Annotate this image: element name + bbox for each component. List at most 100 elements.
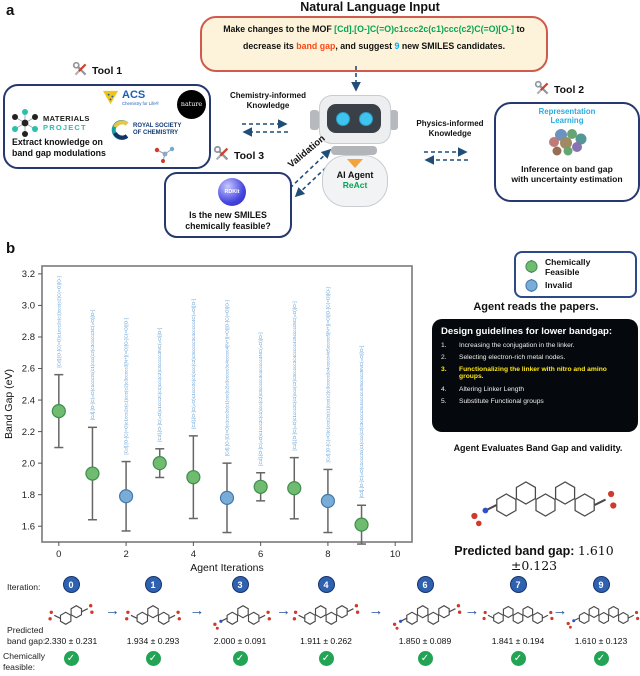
acs-logo: ACS Chemistry for Life® — [101, 89, 159, 106]
next-arrow-icon: → — [464, 602, 480, 619]
representation-learning-label: Representation Learning — [538, 107, 596, 126]
connector-arrows — [242, 66, 468, 198]
tool3-box: RDKit Is the new SMILES chemically feasi… — [164, 172, 292, 238]
acs-flask-icon — [102, 90, 119, 105]
tool3-label: Tool 3 — [213, 145, 264, 166]
svg-text:3.2: 3.2 — [22, 269, 35, 280]
panel-a-label: a — [6, 2, 15, 19]
guideline-item: 1. Increasing the conjugation in the link… — [441, 342, 575, 349]
step-band-gap-value: 1.841 ± 0.194 — [491, 636, 545, 646]
nli-candidate-count: 9 — [394, 41, 400, 52]
feasible-marker-icon — [525, 260, 538, 273]
tool1-caption: Extract knowledge on band gap modulation… — [12, 137, 106, 158]
tool1-label: Tool 1 — [72, 61, 122, 81]
guideline-item: 2. Selecting electron-rich metal nodes. — [441, 354, 566, 362]
step-molecule — [478, 595, 558, 635]
iteration-step: 6 1.850 ± 0.089 ✓ — [380, 576, 470, 666]
svg-text:[Cd].[O-]C(=O)c1ccc2c(c1)ccc(c: [Cd].[O-]C(=O)c1ccc2c(c1)ccc(c2)c3ccccc3… — [90, 310, 95, 421]
iteration-row-label: Iteration: — [7, 582, 41, 592]
svg-text:2: 2 — [123, 549, 128, 560]
physics-knowledge-label: Physics-informed Knowledge — [416, 119, 484, 138]
step-molecule — [31, 595, 111, 635]
step-band-gap-value: 1.850 ± 0.089 — [398, 636, 452, 646]
feasible-check-icon: ✓ — [593, 651, 609, 666]
next-arrow-icon: → — [105, 602, 120, 619]
svg-text:[Cd].[O-]C(=O)c1ccc2c(c1)ccc(c: [Cd].[O-]C(=O)c1ccc2c(c1)ccc(c2)c3ccccc3… — [124, 318, 129, 455]
nli-smiles: [Cd].[O-]C(=O)c1ccc2c(c1)ccc(c2)C(=O)[O-… — [334, 24, 515, 34]
chemistry-knowledge-label: Chemistry-informed Knowledge — [229, 91, 306, 110]
band-gap-chart: 3.2 3.0 2.8 2.6 2.4 2.2 2.0 1.8 1.6 0 2 4 6 8 10 Agent … — [3, 265, 413, 574]
nli-text-suffix: new SMILES candidates. — [399, 41, 506, 52]
feasible-check-icon: ✓ — [145, 651, 161, 666]
materials-project-icon — [12, 109, 38, 137]
svg-text:2.8: 2.8 — [22, 332, 35, 343]
svg-text:Agent Iterations: Agent Iterations — [190, 562, 264, 574]
tool3-caption: Is the new SMILES chemically feasible? — [185, 210, 271, 232]
svg-text:[Cd].[O-]C(=O)c1ccc2c(c1)ccc(c: [Cd].[O-]C(=O)c1ccc2c(c1)ccc(c2)c3ccccc3… — [157, 328, 162, 442]
feasible-row-label: Chemically feasible: — [3, 651, 46, 673]
agent-framework: ReAct — [342, 180, 368, 190]
svg-text:[Cd].[O-]C(=O)c1ccc2c(c1)ccc(c: [Cd].[O-]C(=O)c1ccc2c(c1)ccc(c2)C(=O)[O-… — [56, 276, 61, 367]
iteration-badge: 7 — [509, 576, 527, 593]
svg-text:Band Gap (eV): Band Gap (eV) — [3, 369, 15, 439]
svg-text:[Cd].[O-]C(=O)c1ccc2c(c1)ccc(c: [Cd].[O-]C(=O)c1ccc2c(c1)ccc(c2)c3ccccc3… — [225, 300, 230, 456]
feasible-check-icon: ✓ — [318, 651, 334, 666]
iteration-badge: 9 — [592, 576, 610, 593]
svg-text:10: 10 — [390, 549, 401, 560]
materials-project-logo: MATERIALS PROJECT — [9, 108, 90, 138]
tools-icon — [213, 145, 231, 166]
step-molecule — [113, 595, 193, 635]
step-molecule — [561, 595, 640, 635]
svg-text:4: 4 — [191, 549, 196, 560]
robot-eye-icon — [359, 112, 373, 126]
tools-icon — [534, 80, 551, 100]
step-molecule — [385, 595, 465, 635]
next-arrow-icon: → — [368, 602, 384, 619]
feasible-check-icon: ✓ — [417, 651, 433, 666]
step-band-gap-value: 2.000 ± 0.091 — [213, 636, 267, 646]
rdkit-logo: RDKit — [218, 178, 246, 206]
legend-item-feasible: Chemically Feasible — [524, 257, 627, 277]
guideline-item: 4. Altering Linker Length — [441, 385, 525, 393]
nli-text-mid: to decrease its — [242, 24, 525, 52]
svg-text:[Cd].[O-]C(=O)c1ccc2c(c1)ccc(c: [Cd].[O-]C(=O)c1ccc2c(c1)ccc(c2)c3ccccc3… — [325, 287, 330, 462]
iteration-step: 7 1.841 ± 0.194 ✓ — [473, 576, 563, 666]
nli-text-prefix: Make changes to the MOF — [223, 24, 335, 34]
guidelines-title: Design guidelines for lower bandgap: — [441, 326, 613, 337]
panel-b-label: b — [6, 240, 16, 257]
agent-name: AI Agent — [336, 170, 374, 180]
iteration-step: 0 2.330 ± 0.231 ✓ — [26, 576, 116, 666]
rsc-logo: ROYAL SOCIETY OF CHEMISTRY — [111, 120, 181, 140]
iteration-step: 3 2.000 ± 0.091 ✓ — [195, 576, 285, 666]
iteration-badge: 1 — [144, 576, 162, 593]
svg-text:[Cd].[O-]C(=O)c1ccc2c(c1)ccc(c: [Cd].[O-]C(=O)c1ccc2c(c1)ccc(c2)c3ccccc3… — [191, 299, 196, 429]
feasible-check-icon: ✓ — [232, 651, 248, 666]
legend-item-invalid: Invalid — [524, 278, 627, 293]
nli-input-box: Make changes to the MOF [Cd].[O-]C(=O)c1… — [200, 16, 548, 72]
nli-title: Natural Language Input — [300, 0, 440, 14]
evaluates-title: Agent Evaluates Band Gap and validity. — [453, 443, 623, 453]
nature-logo: nature — [177, 90, 206, 119]
embedding-scatter-icon — [496, 126, 638, 163]
svg-text:1.6: 1.6 — [22, 521, 35, 532]
evaluated-molecule — [452, 456, 628, 547]
svg-text:[Cd].[O-]C(=O)c1ccc2c(c1)ccc(c: [Cd].[O-]C(=O)c1ccc2c(c1)ccc(c2)c3ccccc3… — [258, 332, 263, 465]
rsc-ring-icon — [111, 120, 129, 140]
nli-bandgap-highlight: band gap — [296, 41, 336, 52]
molecule-icon — [151, 144, 177, 169]
predicted-row-label: Predicted band gap: — [7, 625, 46, 647]
next-arrow-icon: → — [552, 602, 568, 619]
iteration-step: 9 1.610 ± 0.123 ✓ — [556, 576, 640, 666]
chart-legend: Chemically Feasible Invalid — [514, 251, 637, 298]
predicted-band-gap: Predicted band gap: 1.610 ±0.123 — [454, 543, 614, 573]
iteration-badge: 3 — [231, 576, 249, 593]
svg-text:[Cd].[O-]C(=O)c1ccc2c(c1)ccc(c: [Cd].[O-]C(=O)c1ccc2c(c1)ccc(c2)c3ccccc3… — [292, 301, 297, 450]
iteration-step: 4 1.911 ± 0.262 ✓ — [281, 576, 371, 666]
svg-text:8: 8 — [325, 549, 330, 560]
robot-ear-right — [389, 110, 398, 130]
design-guidelines-box: Design guidelines for lower bandgap: 1. I… — [432, 319, 638, 432]
svg-text:2.4: 2.4 — [22, 395, 35, 406]
feasible-check-icon: ✓ — [510, 651, 526, 666]
